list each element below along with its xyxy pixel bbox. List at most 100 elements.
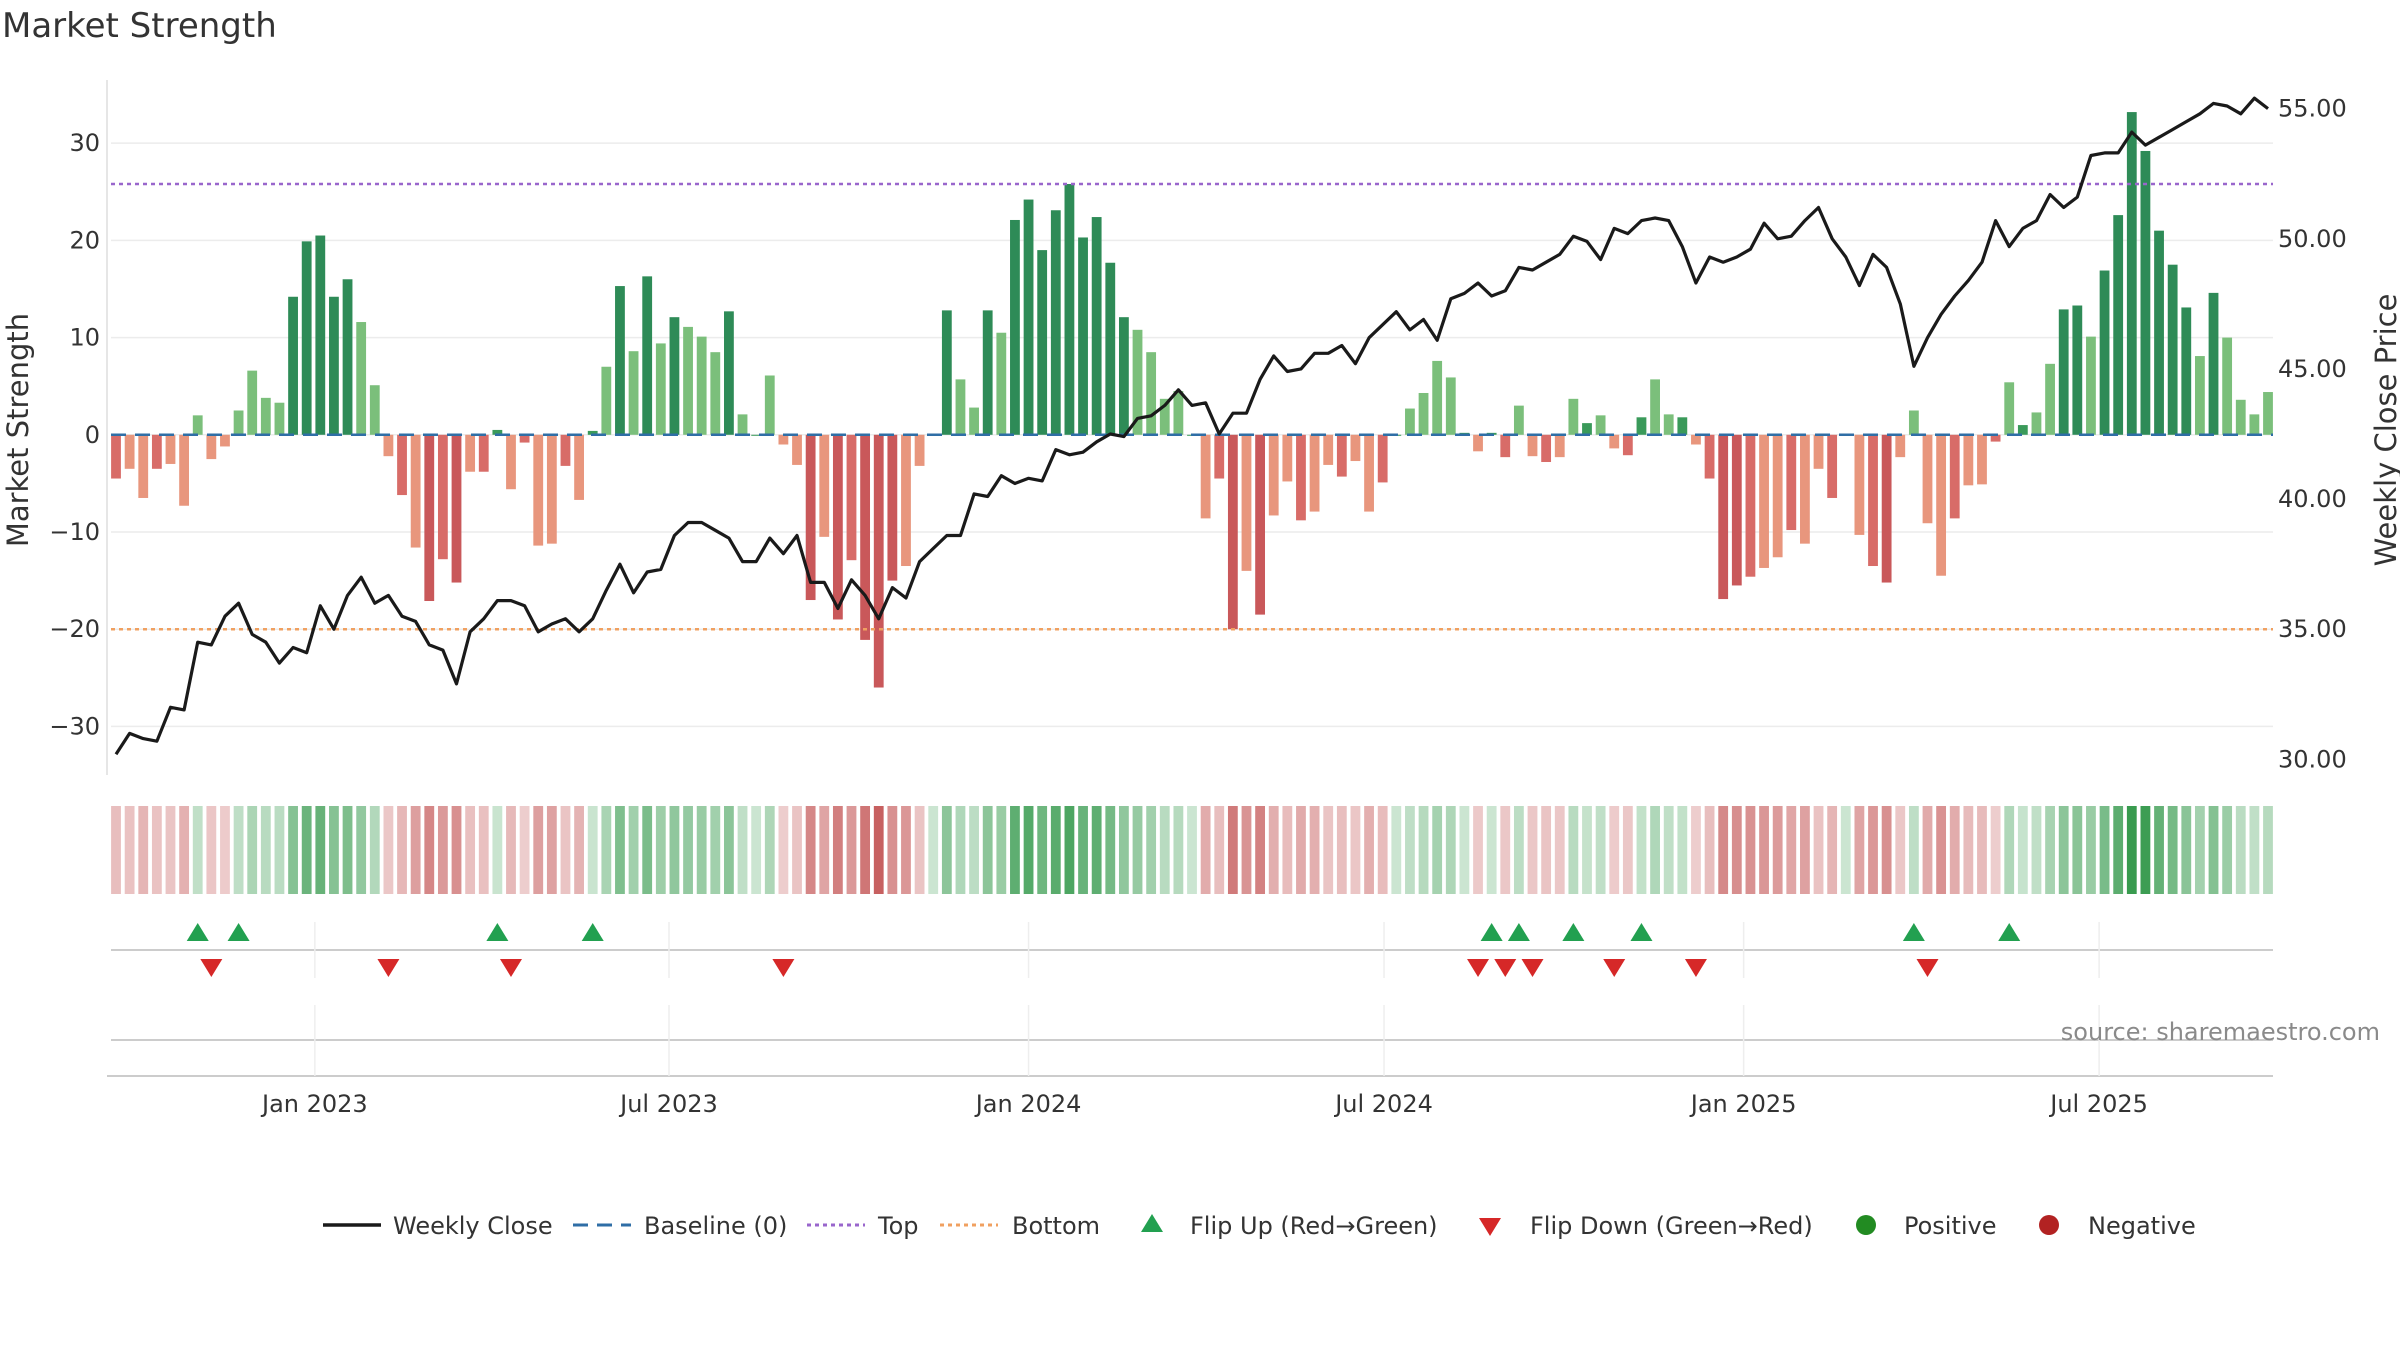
heat-cell	[1227, 806, 1238, 894]
strength-bar	[1636, 417, 1647, 435]
heat-cell	[724, 806, 734, 894]
heat-cell	[1622, 806, 1633, 894]
heat-cell	[751, 806, 762, 894]
flip-up-marker	[1630, 923, 1653, 941]
strength-bar	[696, 336, 707, 435]
strength-bar	[1936, 434, 1947, 576]
heat-cell	[1895, 806, 1906, 894]
heat-cell	[2113, 806, 2124, 894]
strength-bar	[1500, 434, 1511, 458]
flip-up-marker	[1562, 923, 1585, 941]
strength-bar	[1296, 434, 1306, 521]
legend-negative[interactable]: Negative	[2039, 1212, 2196, 1240]
legend-flip-up-label: Flip Up (Red→Green)	[1190, 1212, 1438, 1240]
heat-cell	[1772, 806, 1783, 894]
heat-cell	[437, 806, 448, 894]
heat-cell	[151, 806, 162, 894]
heat-cell	[1214, 806, 1225, 894]
strength-bar	[1527, 434, 1538, 457]
strength-bar	[1268, 434, 1279, 516]
strength-bar	[1091, 217, 1102, 435]
strength-bar	[1513, 405, 1524, 435]
negative-dot-icon	[2039, 1215, 2059, 1235]
heat-cell	[1146, 806, 1157, 894]
strength-bar	[1146, 352, 1157, 435]
triangle-up-icon	[1141, 1214, 1163, 1232]
strength-bar	[206, 434, 217, 460]
legend-top[interactable]: Top	[807, 1212, 919, 1240]
strength-bar	[247, 370, 258, 435]
strength-bar	[560, 434, 571, 466]
heat-cell	[655, 806, 666, 894]
strength-bar	[1350, 434, 1361, 462]
heat-cell	[1691, 806, 1701, 894]
legend-flip-down[interactable]: Flip Down (Green→Red)	[1479, 1212, 1813, 1240]
strength-bar	[737, 414, 748, 435]
legend-positive[interactable]: Positive	[1856, 1212, 1997, 1240]
heat-cell	[356, 806, 367, 894]
flip-down-marker	[1494, 959, 1517, 977]
legend-baseline[interactable]: Baseline (0)	[573, 1212, 787, 1240]
strength-bar	[1078, 237, 1088, 435]
heat-cell	[683, 806, 693, 894]
strength-bar	[329, 296, 339, 435]
strength-bar	[832, 434, 843, 620]
y-tick-label: 0	[85, 421, 100, 449]
flip-down-marker	[1467, 959, 1490, 977]
chart-title: Market Strength	[2, 6, 277, 46]
heat-cell	[111, 806, 121, 894]
x-tick-label: Jul 2024	[1333, 1090, 1433, 1118]
bars-layer	[111, 112, 2273, 688]
heat-cell	[1391, 806, 1402, 894]
legend-positive-label: Positive	[1904, 1212, 1997, 1240]
heat-cell	[587, 806, 598, 894]
legend-weekly-close-label: Weekly Close	[393, 1212, 553, 1240]
strength-bar	[288, 296, 298, 435]
strength-bar	[2017, 425, 2028, 435]
heat-cell	[179, 806, 190, 894]
heat-cell	[1908, 806, 1919, 894]
heat-cell	[1432, 806, 1443, 894]
strength-bar	[2235, 399, 2246, 435]
heat-cell	[274, 806, 285, 894]
heat-cell	[764, 806, 775, 894]
strength-bar	[1908, 410, 1919, 435]
heat-cell	[1541, 806, 1552, 894]
heat-cell	[260, 806, 271, 894]
strength-bar	[2181, 307, 2192, 435]
heat-cell	[1377, 806, 1388, 894]
x-axis: Jan 2023 Jul 2023 Jan 2024 Jul 2024 Jan 2025…	[107, 1005, 2273, 1118]
heat-cell	[2099, 806, 2110, 894]
heat-cell	[1268, 806, 1279, 894]
legend-bottom[interactable]: Bottom	[940, 1212, 1100, 1240]
strength-bar	[955, 379, 966, 435]
heat-cell	[873, 806, 884, 894]
flip-down-marker	[377, 959, 400, 977]
flip-down-marker	[1684, 959, 1707, 977]
strength-bar	[1023, 199, 1034, 435]
strength-bar	[192, 415, 203, 435]
legend-flip-up[interactable]: Flip Up (Red→Green)	[1141, 1212, 1438, 1240]
strength-bar	[1037, 250, 1048, 435]
strength-bar	[124, 434, 135, 469]
strength-bar	[1227, 434, 1238, 630]
strength-bar	[342, 279, 353, 435]
heat-cell	[1745, 806, 1756, 894]
flip-down-marker	[1916, 959, 1939, 977]
price-layer	[114, 96, 2269, 756]
heat-cell	[519, 806, 530, 894]
x-tick-label: Jan 2025	[1689, 1090, 1797, 1118]
strength-bar	[1418, 392, 1429, 435]
legend: Weekly Close Baseline (0) Top Bottom Fli…	[323, 1212, 2196, 1240]
legend-bottom-label: Bottom	[1012, 1212, 1100, 1240]
legend-baseline-label: Baseline (0)	[644, 1212, 787, 1240]
heat-cell	[465, 806, 476, 894]
strength-bar	[1677, 417, 1688, 435]
heat-cell	[1868, 806, 1878, 894]
legend-weekly-close[interactable]: Weekly Close	[323, 1212, 553, 1240]
heat-cell	[1323, 806, 1334, 894]
strength-bar	[941, 310, 952, 435]
x-tick-label: Jul 2025	[2048, 1090, 2148, 1118]
strength-bar	[1214, 434, 1225, 479]
heat-cell	[792, 806, 802, 894]
